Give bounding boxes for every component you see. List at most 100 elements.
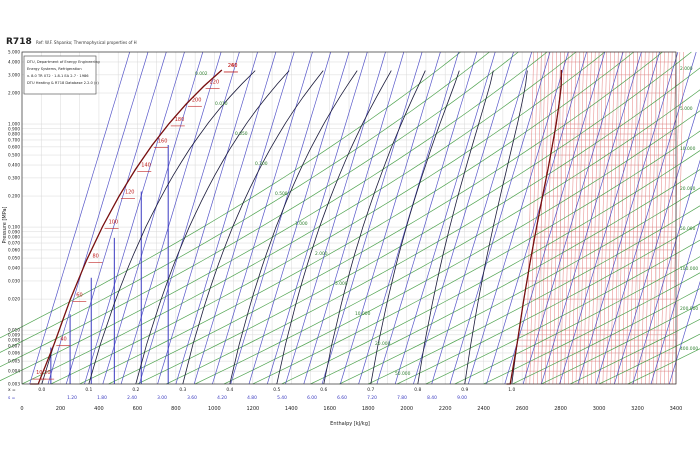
superheat-line: [533, 51, 542, 385]
y-tick-label: 0.900: [8, 126, 20, 131]
entropy-row-label: 8.40: [427, 395, 437, 401]
quality-line: [229, 70, 358, 385]
entropy-row-label: 5.40: [277, 395, 287, 401]
right-scale-label: 200.000: [680, 306, 698, 312]
quality-row-label: 0.8: [414, 387, 421, 393]
x-tick-label: 0: [20, 406, 23, 412]
isotherm-label: 40: [60, 337, 66, 343]
quality-line: [182, 70, 324, 385]
isentrope-line: [413, 51, 514, 385]
isotherm-label: 80: [92, 253, 98, 259]
isochore-curve: [425, 239, 700, 385]
isotherm-label: 10: [36, 370, 42, 376]
x-tick-label: 200: [56, 406, 66, 412]
y-tick-label: 0.100: [8, 225, 20, 230]
isentrope-line: [376, 51, 478, 385]
right-scale-label: 5.000: [680, 106, 693, 112]
info-line-2: Energy Systems, Refrigeration: [27, 67, 82, 71]
isochore-curve: [137, 51, 692, 385]
superheat-line: [644, 51, 654, 385]
quality-row-label: 0.3: [179, 387, 186, 393]
saturated-liquid-line: [30, 69, 223, 385]
isochore-curve: [0, 51, 519, 368]
quality-row-label: 0.2: [132, 387, 139, 393]
saturated-vapor-line: [506, 69, 563, 385]
y-tick-label: 0.060: [8, 248, 20, 253]
quality-row-label: 0.5: [273, 387, 280, 393]
isotherm-label: 240: [228, 63, 238, 69]
x-tick-label: 1400: [285, 406, 298, 412]
isotherm-label: 120: [125, 189, 135, 195]
entropy-row-label: 2.40: [127, 395, 137, 401]
superheat-line: [548, 51, 557, 385]
isentrope-line: [193, 51, 295, 385]
isentrope-line: [486, 51, 587, 385]
superheat-line: [579, 51, 588, 385]
y-axis-label: Pressure [MPa]: [2, 206, 8, 243]
isochore-curve: [310, 169, 700, 385]
superheat-line: [537, 51, 546, 385]
isochore-curve: [0, 51, 490, 353]
right-scale-label: 2.000: [680, 66, 693, 72]
isotherm-label: 160: [158, 139, 168, 145]
chart-title: R718: [6, 37, 32, 47]
isentrope-line: [285, 51, 386, 385]
isochore-curve: [281, 150, 700, 385]
entropy-row-label: 4.80: [247, 395, 257, 401]
isochore-curve: [570, 318, 700, 385]
superheat-line: [552, 51, 561, 385]
quality-row-marker: x =: [8, 388, 16, 393]
quality-row-label: 1.0: [508, 387, 515, 393]
x-tick-label: 2400: [477, 406, 490, 412]
y-tick-label: 0.090: [8, 229, 20, 234]
entropy-row-label: 9.00: [457, 395, 467, 401]
isochore-label: 20.000: [375, 341, 391, 347]
isentrope-layer: [29, 51, 700, 385]
quality-row-label: 0.4: [226, 387, 233, 393]
quality-row-label: 0.6: [320, 387, 327, 393]
x-tick-label: 1600: [323, 406, 336, 412]
entropy-row-label: 3.00: [157, 395, 167, 401]
y-tick-label: 0.200: [8, 194, 20, 199]
superheat-line: [568, 51, 577, 385]
isentrope-line: [102, 51, 204, 385]
x-tick-label: 400: [94, 406, 104, 412]
isentrope-line: [175, 51, 277, 385]
y-tick-label: 0.070: [8, 241, 20, 246]
y-tick-label: 0.040: [8, 266, 20, 271]
superheat-line: [602, 51, 611, 385]
entropy-row-label: 7.80: [397, 395, 407, 401]
superheat-line: [614, 51, 623, 385]
isentrope-line: [431, 51, 533, 385]
isochore-label: 0.010: [215, 101, 228, 107]
isochore-curve: [512, 288, 700, 385]
quality-line: [417, 70, 494, 385]
x-tick-label: 1000: [208, 406, 221, 412]
x-axis-label: Enthalpy [kJ/kg]: [330, 421, 370, 427]
quality-line: [135, 70, 290, 385]
isentrope-line: [248, 51, 350, 385]
y-tick-label: 0.020: [8, 297, 20, 302]
isotherm-label: 20: [44, 370, 50, 376]
isentrope-line: [668, 280, 700, 385]
y-tick-label: 0.005: [8, 359, 20, 364]
superheat-line: [591, 51, 600, 385]
info-line-3: v. 8.0 TR 072 · 1.8.1 EA 2.7 · 1986: [27, 74, 89, 78]
isochore-curve: [166, 67, 700, 385]
x-tick-label: 1800: [362, 406, 375, 412]
isentrope-line: [321, 51, 423, 385]
entropy-row-label: 4.20: [217, 395, 227, 401]
superheat-line: [625, 51, 634, 385]
isentrope-line: [47, 51, 149, 385]
y-tick-label: 0.500: [8, 153, 20, 158]
y-tick-label: 1.000: [8, 122, 20, 127]
isochore-label: 5.000: [335, 281, 348, 287]
superheat-line: [571, 51, 581, 385]
superheat-line: [598, 51, 608, 385]
quality-row-label: 0.7: [367, 387, 374, 393]
entropy-row-marker: s =: [8, 396, 16, 401]
x-tick-label: 2600: [516, 406, 529, 412]
